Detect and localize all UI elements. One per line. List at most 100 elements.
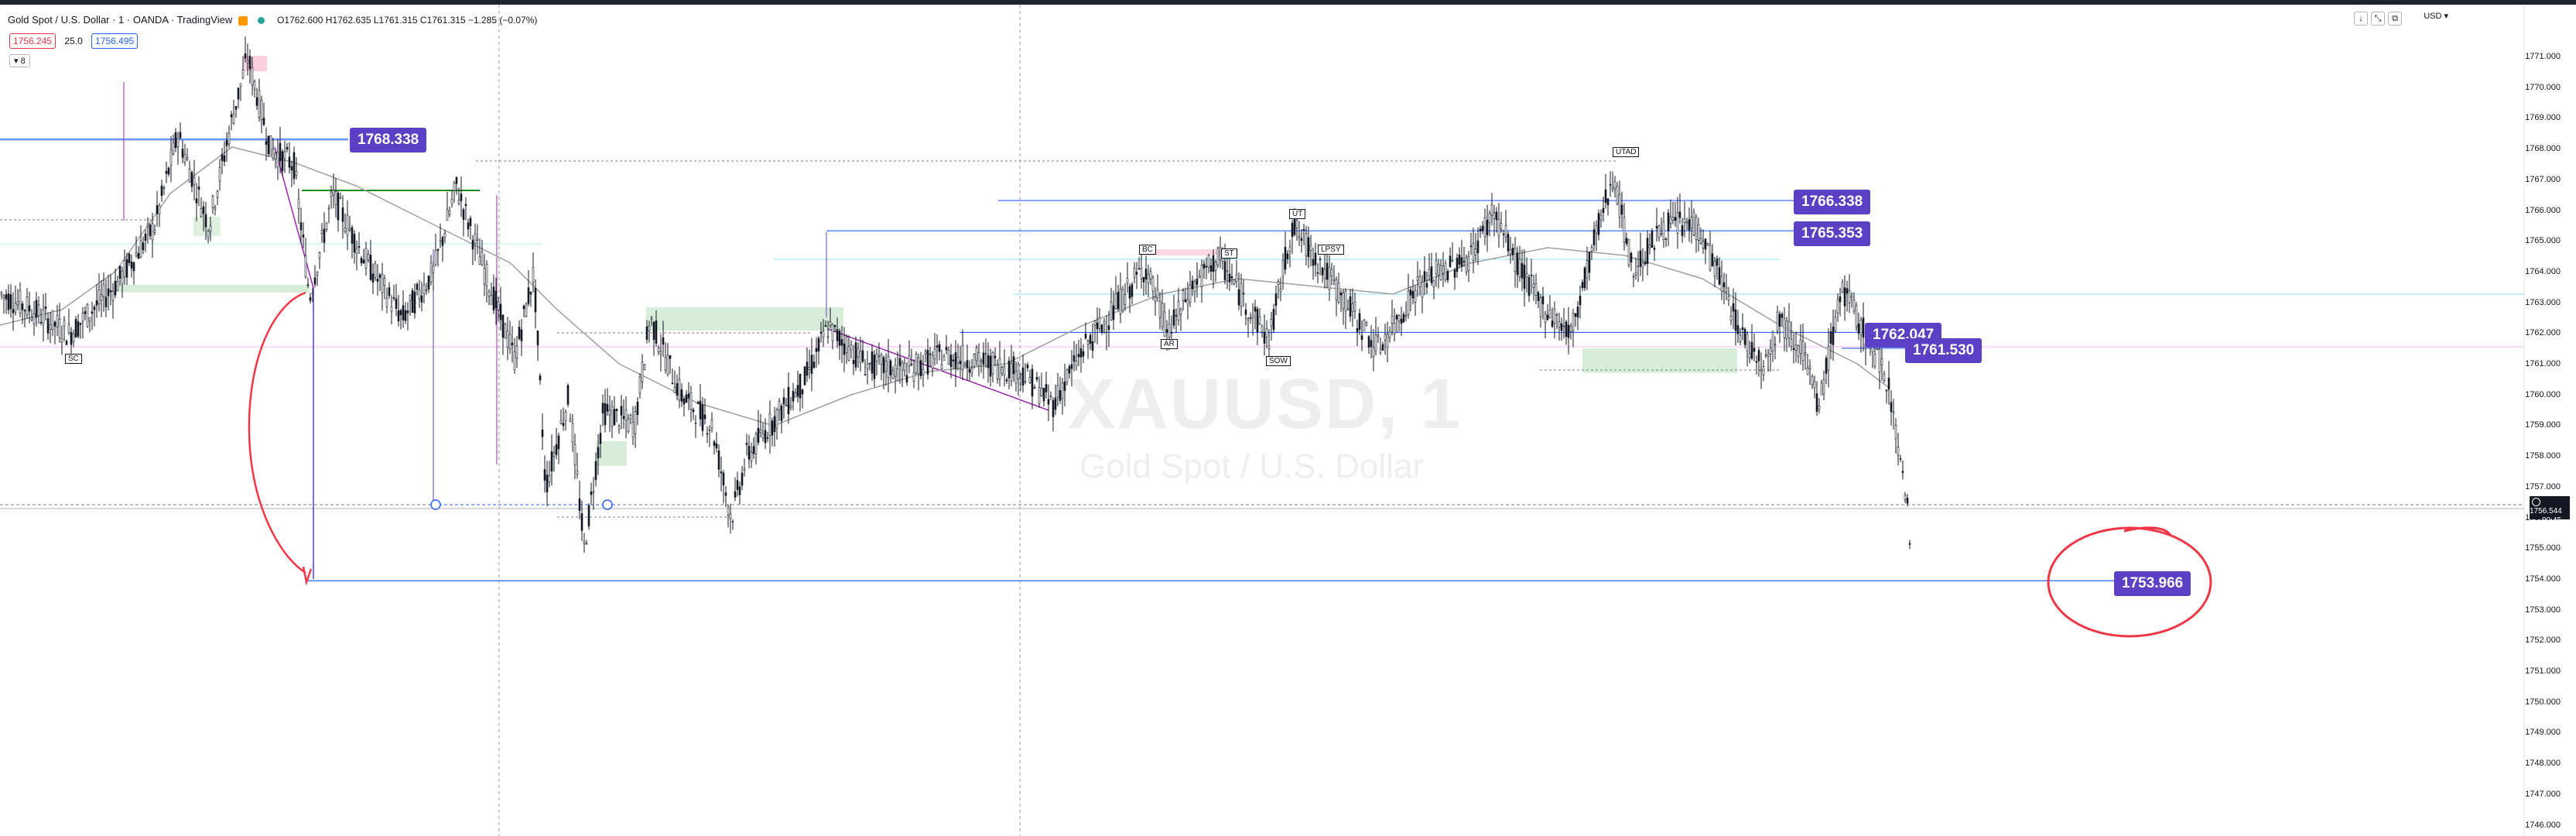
candle-body xyxy=(1514,248,1517,272)
candle-body xyxy=(782,397,785,405)
candle-body xyxy=(416,283,419,290)
candle-body xyxy=(504,324,507,339)
candle-body xyxy=(494,290,498,309)
indicators-toggle[interactable]: ▾ 8 xyxy=(9,54,30,67)
zone-rect xyxy=(1582,348,1737,373)
candle-body xyxy=(1035,376,1038,380)
candle-body xyxy=(1859,320,1863,335)
candle-body xyxy=(1274,293,1278,307)
candle-body xyxy=(673,387,676,393)
candle-body xyxy=(1005,379,1008,382)
candle-body xyxy=(594,461,597,481)
candle-body xyxy=(838,331,841,346)
candle-body xyxy=(499,303,502,320)
candle-body xyxy=(1119,289,1122,314)
candle-body xyxy=(1750,341,1753,359)
candle-body xyxy=(1465,256,1468,272)
candle-body xyxy=(409,294,412,301)
candle-body xyxy=(1179,308,1182,315)
candle-body xyxy=(1270,319,1273,327)
candle-body xyxy=(320,230,323,234)
candle-body xyxy=(1395,314,1398,320)
price-label[interactable]: 1753.966 xyxy=(2114,571,2191,596)
candle-body xyxy=(840,339,843,346)
candle-body xyxy=(478,256,481,265)
sell-button[interactable]: 1756.245 xyxy=(9,33,56,49)
candle-body xyxy=(871,351,874,374)
candle-body xyxy=(685,394,688,403)
candle-body xyxy=(1223,261,1226,280)
candle-body xyxy=(727,507,730,516)
candle-body xyxy=(812,361,816,368)
candle-body xyxy=(1300,238,1303,242)
candle-body xyxy=(1302,228,1305,231)
candle-body xyxy=(873,355,876,379)
price-label[interactable]: 1766.338 xyxy=(1794,190,1871,214)
candle-body xyxy=(1736,324,1740,334)
candle-body xyxy=(1072,355,1076,362)
candle-body xyxy=(1117,291,1120,310)
candle-body xyxy=(204,214,207,228)
candle-body xyxy=(715,443,718,449)
zone-rect xyxy=(596,441,627,466)
candle-body xyxy=(304,255,307,277)
candle-body xyxy=(1771,331,1774,352)
candle-body xyxy=(775,409,778,429)
candle-body xyxy=(1407,290,1410,315)
candle-body xyxy=(741,472,744,486)
currency-selector[interactable]: USD ▾ xyxy=(2424,12,2448,21)
price-label[interactable]: 1768.338 xyxy=(350,128,427,152)
candle-body xyxy=(803,366,806,385)
candle-body xyxy=(959,361,962,365)
buy-button[interactable]: 1756.495 xyxy=(91,33,139,49)
candle-body xyxy=(429,262,433,283)
candle-body xyxy=(441,237,444,246)
candle-body xyxy=(1797,345,1800,357)
candle-body xyxy=(172,142,175,155)
candle-body xyxy=(1365,322,1368,326)
candle-body xyxy=(381,274,384,293)
candle-body xyxy=(1114,293,1117,310)
wyckoff-label: UTAD xyxy=(1613,147,1640,157)
candle-body xyxy=(265,141,268,145)
candle-body xyxy=(288,156,291,168)
candle-body xyxy=(253,81,256,90)
candle-body xyxy=(789,406,792,409)
candle-body xyxy=(687,393,690,399)
arrow-down-icon[interactable]: ↓ xyxy=(2354,12,2368,26)
candle-body xyxy=(525,303,528,317)
symbol-title[interactable]: Gold Spot / U.S. Dollar · 1 · OANDA · Tr… xyxy=(8,14,233,26)
candle-body xyxy=(74,319,77,338)
candle-body xyxy=(1553,309,1556,324)
price-label[interactable]: 1761.530 xyxy=(1905,338,1982,363)
candle-body xyxy=(773,416,776,433)
candle-body xyxy=(968,368,971,373)
candle-body xyxy=(543,469,546,481)
candle-body xyxy=(1182,290,1185,301)
candle-body xyxy=(580,513,583,531)
candle-body xyxy=(464,204,467,207)
price-label[interactable]: 1765.353 xyxy=(1794,221,1871,246)
candle-body xyxy=(1885,389,1888,392)
candle-body xyxy=(1592,229,1596,245)
collapse-icon[interactable]: ⤡ xyxy=(2371,12,2385,26)
candle-body xyxy=(348,228,351,231)
candle-body xyxy=(1532,283,1535,288)
price-tick-label: 1768.000 xyxy=(2525,144,2561,154)
candle-body xyxy=(1850,296,1853,298)
candle-body xyxy=(912,372,915,382)
candle-body xyxy=(1732,303,1735,312)
candle-body xyxy=(1595,225,1598,234)
candle-body xyxy=(1467,256,1470,271)
candle-body xyxy=(1411,291,1415,299)
candle-body xyxy=(397,310,400,322)
candle-body xyxy=(492,286,495,310)
candle-body xyxy=(1883,373,1886,381)
restore-icon[interactable]: ⧉ xyxy=(2388,12,2402,26)
candle-body xyxy=(887,355,890,378)
price-chart[interactable] xyxy=(0,5,2576,836)
candle-body xyxy=(552,452,556,457)
candle-body xyxy=(1729,316,1733,321)
candle-body xyxy=(662,337,665,345)
candle-body xyxy=(648,326,651,331)
